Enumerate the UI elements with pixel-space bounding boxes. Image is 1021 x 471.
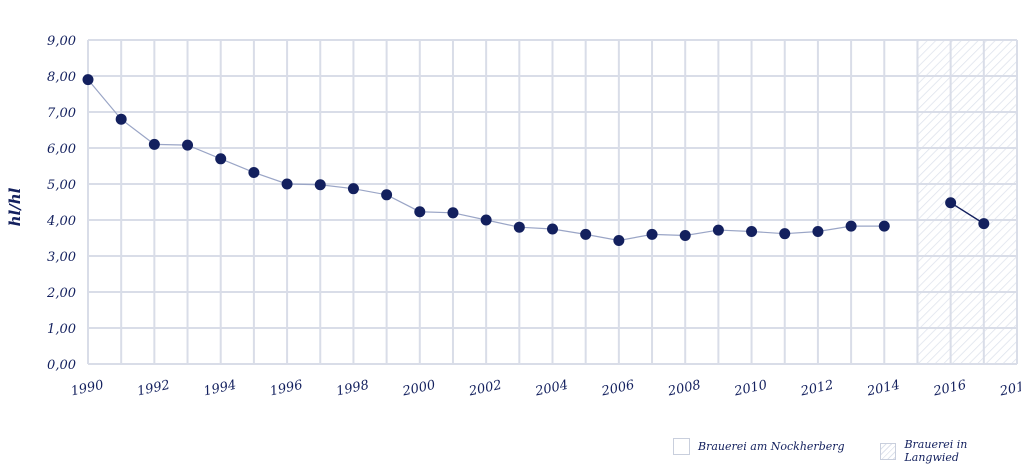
y-tick-label: 5,00 <box>47 178 76 193</box>
x-tick-label: 2014 <box>865 378 901 400</box>
data-point <box>746 226 758 238</box>
x-tick-label: 1992 <box>136 378 171 400</box>
y-tick-label: 2,00 <box>46 286 76 301</box>
x-tick-label: 2018 <box>998 378 1021 400</box>
x-tick-label: 2000 <box>400 378 436 400</box>
x-tick-label: 1994 <box>202 378 237 400</box>
y-tick-label: 4,00 <box>46 214 76 229</box>
x-tick-label: 1990 <box>70 378 105 400</box>
legend-swatch-plain <box>673 438 690 455</box>
x-tick-label: 2002 <box>467 378 503 400</box>
y-tick-label: 0,00 <box>47 358 76 373</box>
y-tick-label: 9,00 <box>47 34 76 49</box>
langwied-shaded-period <box>917 40 1017 364</box>
x-tick-labels: 1990 1992 1994 1996 1998 2000 2002 2004 2006 2008… <box>70 378 1021 400</box>
data-point <box>248 166 260 178</box>
data-point <box>646 228 658 240</box>
x-tick-label: 2006 <box>599 378 635 400</box>
y-axis-label: hl/hl <box>6 187 24 226</box>
shaded-period-rect <box>917 40 1017 364</box>
x-tick-label: 2012 <box>798 378 834 400</box>
y-tick-label: 6,00 <box>47 142 76 157</box>
data-point <box>679 229 691 241</box>
y-tick-label: 3,00 <box>47 250 76 265</box>
y-tick-label: 1,00 <box>47 322 76 337</box>
data-point <box>480 214 492 226</box>
data-point <box>115 113 127 125</box>
y-tick-label: 8,00 <box>47 70 76 85</box>
data-point <box>580 228 592 240</box>
data-point <box>812 226 824 238</box>
x-tick-label: 2004 <box>533 378 569 400</box>
legend-item-nockherberg: Brauerei am Nockherberg <box>673 438 845 455</box>
x-tick-label: 2010 <box>732 378 768 400</box>
data-point <box>513 221 525 233</box>
data-point <box>148 138 160 150</box>
data-point <box>613 235 625 247</box>
series-line <box>950 202 985 225</box>
data-point <box>381 189 393 201</box>
data-point <box>347 183 359 195</box>
legend-label: Brauerei am Nockherberg <box>698 440 845 453</box>
data-point <box>712 224 724 236</box>
data-point <box>547 223 558 235</box>
data-point <box>945 197 957 209</box>
grid <box>87 39 1018 365</box>
y-tick-label: 7,00 <box>47 106 76 121</box>
x-tick-label: 1998 <box>335 378 370 400</box>
data-point <box>779 228 791 240</box>
y-tick-labels: 0,00 1,00 2,00 3,00 4,00 5,00 6,00 7,00 8,00 9,00 <box>46 34 76 373</box>
data-point <box>878 220 890 232</box>
data-point <box>182 139 194 151</box>
x-tick-label: 2016 <box>931 378 967 400</box>
data-point <box>978 218 990 230</box>
x-tick-label: 2008 <box>666 378 702 400</box>
legend-label: Brauerei in Langwied <box>904 438 968 464</box>
data-point <box>845 220 857 232</box>
data-point <box>215 153 227 165</box>
x-tick-label: 1996 <box>269 378 304 400</box>
legend-swatch-hatched <box>880 442 897 460</box>
legend-item-langwied: Brauerei in Langwied <box>880 438 1021 464</box>
data-point <box>281 178 293 190</box>
data-point <box>414 206 426 218</box>
data-point <box>314 179 326 191</box>
series-layer <box>82 74 990 247</box>
data-point <box>82 74 94 86</box>
data-point <box>447 207 459 219</box>
